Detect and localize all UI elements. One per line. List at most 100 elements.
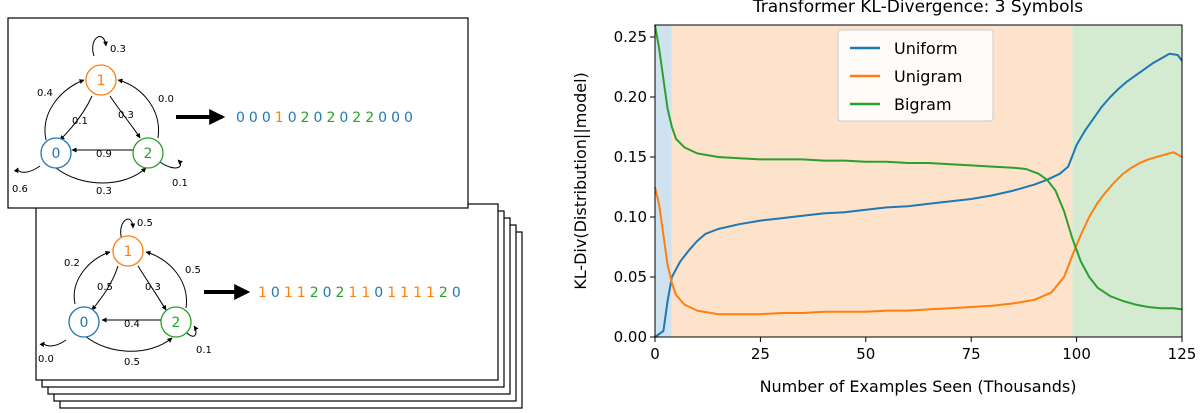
state-2-node: [132, 137, 164, 169]
sequence-symbol: 0: [391, 110, 400, 126]
prob-s0-s2: 0.5: [124, 357, 140, 368]
x-axis-label: Number of Examples Seen (Thousands): [760, 377, 1077, 396]
x-tick-label: 0: [650, 345, 660, 363]
edge-s1-s2: [137, 265, 167, 311]
loop-s0: [39, 339, 67, 348]
kl-divergence-chart: 0 25 50 75 100 125 0.00 0.05 0.10 0.15 0.20 0.25 T…: [571, 0, 1196, 396]
sequence-symbol: 0: [314, 110, 323, 126]
state-0-node: [68, 306, 100, 338]
edge-s0-s2: [84, 335, 173, 352]
series-line-unigram: [654, 151, 1183, 316]
legend-box: [837, 29, 994, 122]
prob-loop-s0: 0.6: [12, 184, 28, 195]
shaded-region: [1072, 25, 1182, 337]
y-tick-label: 0.15: [614, 148, 647, 166]
sequence-symbol: 2: [352, 110, 361, 126]
y-tick-label: 0.10: [614, 208, 647, 226]
markov-chain-bottom: 1 0 2 0.5 0.2 0.5 0.3 0.5 0.4 0.5 0.0 0.…: [38, 218, 461, 368]
state-2-label: 2: [144, 146, 153, 162]
sequence-symbol: 1: [284, 285, 293, 301]
prob-loop-s1: 0.5: [137, 218, 153, 229]
prob-s0-s1: 0.4: [37, 88, 53, 99]
prob-s1-s2: 0.3: [118, 110, 134, 121]
y-tick-label: 0.00: [614, 328, 647, 346]
markov-chain-top: 1 0 2 0.3 0.4 0.1 0.3 0.0 0.9 0.3 0.6 0.…: [12, 36, 413, 197]
y-tick-label: 0.05: [614, 268, 647, 286]
sequence-symbol: 1: [348, 285, 357, 301]
sequence-symbol: 2: [326, 110, 335, 126]
stacked-card-1: [35, 203, 499, 381]
state-2-node: [160, 306, 192, 338]
prob-s2-s0: 0.4: [124, 319, 140, 330]
y-axis-label: KL-Div(Distribution||model): [571, 72, 590, 290]
state-2-label: 2: [172, 315, 181, 331]
sequence-symbol: 0: [249, 110, 258, 126]
prob-s1-s0: 0.1: [72, 116, 88, 127]
x-tick-label: 75: [962, 345, 981, 363]
prob-loop-s2: 0.1: [172, 178, 188, 189]
loop-s1: [120, 218, 136, 241]
sequence-symbol: 0: [339, 110, 348, 126]
state-0-label: 0: [80, 315, 89, 331]
legend-unigram-label: Unigram: [894, 67, 962, 86]
x-axis-ticks: 0 25 50 75 100 125: [650, 337, 1196, 363]
sequence-symbol: 0: [404, 110, 413, 126]
edge-s0-s1: [44, 79, 85, 141]
sequence-symbol: 1: [400, 285, 409, 301]
x-tick-label: 50: [856, 345, 875, 363]
legend-bigram-label: Bigram: [894, 95, 952, 114]
x-tick-label: 25: [751, 345, 770, 363]
x-tick-label: 125: [1168, 345, 1197, 363]
edge-s0-s2: [55, 167, 147, 184]
sequence-symbol: 0: [378, 110, 387, 126]
sequence-symbol: 2: [336, 285, 345, 301]
state-0-node: [40, 137, 72, 169]
loop-s2: [159, 159, 183, 169]
x-tick-label: 100: [1062, 345, 1091, 363]
sequence-symbol: 1: [413, 285, 422, 301]
markov-diagram-panel: 1 0 2 0.5 0.2 0.5 0.3 0.5 0.4 0.5 0.0 0.…: [7, 17, 523, 409]
series-lines: [654, 24, 1183, 338]
top-card: [7, 17, 469, 209]
y-axis-ticks: 0.00 0.05 0.10 0.15 0.20 0.25: [614, 28, 655, 346]
sequence-symbol: 1: [297, 285, 306, 301]
prob-s1-s0: 0.5: [97, 282, 113, 293]
sequence-symbol: 0: [236, 110, 245, 126]
sequence-symbol: 0: [288, 110, 297, 126]
sequence-symbol: 0: [452, 285, 461, 301]
sequence-symbol: 0: [262, 110, 271, 126]
plot-frame: [654, 24, 1183, 338]
loop-s1: [92, 36, 108, 57]
series-line-uniform: [654, 52, 1183, 338]
prob-loop-s1: 0.3: [110, 44, 126, 55]
state-0-label: 0: [52, 146, 61, 162]
prob-s2-s1: 0.0: [158, 94, 174, 105]
prob-s1-s2: 0.3: [145, 282, 161, 293]
chart-title: Transformer KL-Divergence: 3 Symbols: [752, 0, 1083, 17]
sequence-symbol: 1: [275, 110, 284, 126]
sequence-symbol: 1: [361, 285, 370, 301]
state-1-label: 1: [97, 73, 106, 89]
sequence-symbol: 2: [439, 285, 448, 301]
state-1-node: [112, 235, 144, 267]
sequence-symbol: 0: [323, 285, 332, 301]
prob-loop-s0: 0.0: [38, 354, 54, 365]
sequence-symbol: 1: [387, 285, 396, 301]
prob-s0-s2: 0.3: [96, 186, 112, 197]
loop-s2: [185, 325, 199, 337]
sequence-symbol: 1: [258, 285, 267, 301]
prob-loop-s2: 0.1: [196, 345, 212, 356]
prob-s2-s0: 0.9: [96, 149, 112, 160]
edge-s0-s1: [73, 250, 111, 305]
y-tick-label: 0.20: [614, 88, 647, 106]
edge-s1-s0: [59, 95, 93, 141]
loop-s0: [13, 165, 41, 174]
sequence-symbol: 1: [426, 285, 435, 301]
y-tick-label: 0.25: [614, 28, 647, 46]
legend: Uniform Unigram Bigram: [837, 29, 994, 122]
state-1-label: 1: [124, 244, 133, 260]
sequence-symbol: 0: [271, 285, 280, 301]
edge-s1-s0: [91, 265, 119, 311]
sequence-symbol: 0: [374, 285, 383, 301]
